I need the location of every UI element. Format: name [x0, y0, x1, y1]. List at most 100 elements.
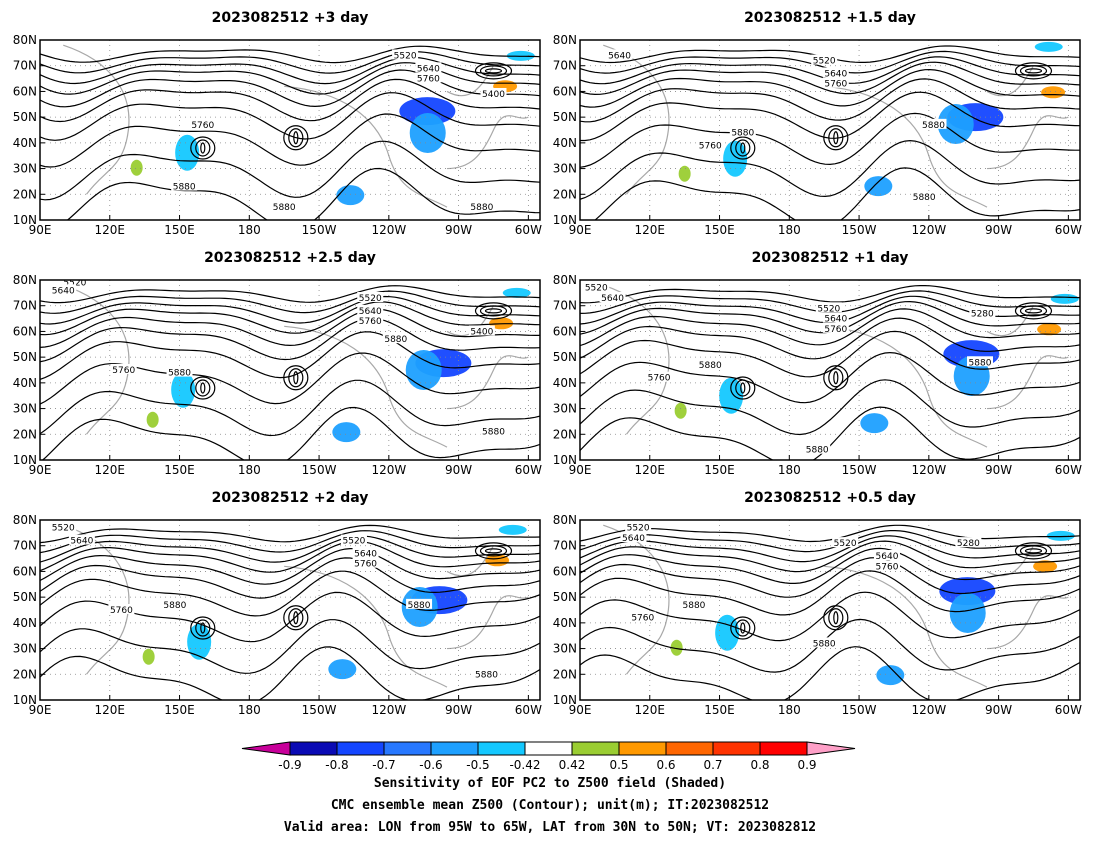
z500-closed-contour: [1014, 302, 1053, 320]
colorbar-segment: [618, 741, 667, 756]
z500-contour: [40, 113, 540, 168]
z500-closed-contour: [833, 611, 839, 625]
sensitivity-shade: [715, 614, 740, 651]
contour-label: 5640: [824, 315, 847, 325]
z500-closed-contour: [833, 131, 839, 145]
lon-label: 60W: [1055, 463, 1082, 477]
colorbar: -0.9 -0.8 -0.7 -0.6 -0.5 -0.42 0.42 0.5 0.6 0.7 0.…: [241, 741, 856, 772]
map-frame: [579, 39, 1081, 221]
lon-label: 120E: [635, 703, 666, 717]
contour-label: 5520: [63, 279, 86, 289]
lat-label: 40N: [13, 616, 37, 630]
contour-label: 5880: [699, 361, 722, 371]
lat-label: 10N: [553, 453, 577, 467]
z500-contour: [580, 78, 1080, 123]
contour-label-bg: [920, 118, 947, 129]
z500-contour: [580, 535, 1080, 563]
z500-closed-contour: [200, 622, 206, 634]
z500-contour: [40, 331, 540, 380]
z500-closed-contour: [195, 379, 211, 397]
contour-label-bg: [480, 425, 507, 436]
contour-label-bg: [969, 307, 996, 318]
z500-contour: [40, 56, 540, 85]
contour-label: 5880: [922, 121, 945, 131]
contour-label: 5640: [876, 552, 899, 562]
lon-label: 90E: [29, 463, 52, 477]
sensitivity-shade: [1034, 41, 1063, 52]
lon-label: 150W: [302, 703, 337, 717]
lat-label: 70N: [13, 59, 37, 73]
z500-contour: [594, 167, 1080, 220]
z500-contour: [580, 317, 1080, 360]
lat-label: 30N: [13, 402, 37, 416]
z500-closed-contour: [1014, 62, 1053, 80]
contour-label: 5760: [824, 80, 847, 90]
z500-closed-contour: [730, 136, 756, 160]
lat-label: 30N: [13, 162, 37, 176]
contour-label-bg: [271, 201, 298, 212]
sensitivity-shade: [864, 176, 893, 197]
lon-label: 90W: [985, 703, 1012, 717]
z500-contour: [40, 379, 540, 437]
z500-closed-contour: [828, 128, 844, 148]
z500-closed-contour: [195, 139, 211, 157]
contour-label-bg: [68, 534, 95, 545]
contour-label-bg: [110, 364, 137, 374]
contour-label: 5760: [359, 317, 382, 327]
colorbar-segment: [477, 741, 526, 756]
z500-contour: [40, 570, 540, 617]
contour-label-bg: [832, 537, 859, 548]
lon-label: 180: [778, 223, 801, 237]
z500-closed-contour: [484, 308, 503, 314]
lon-label: 90W: [985, 463, 1012, 477]
z500-contour: [580, 530, 1080, 553]
z500-closed-contour: [1019, 305, 1048, 317]
contour-label-bg: [873, 550, 900, 560]
colorbar-segment: [524, 741, 573, 756]
z500-contour: [580, 591, 1080, 642]
lat-label: 10N: [13, 693, 37, 707]
contour-label: 5760: [110, 606, 133, 616]
contour-label: 5760: [648, 374, 671, 384]
lat-label: 70N: [553, 299, 577, 313]
contour-label: 5520: [817, 304, 840, 314]
contour-label-bg: [468, 201, 495, 212]
sensitivity-shade: [1046, 530, 1075, 541]
lat-label: 50N: [13, 110, 37, 124]
z500-closed-contour: [730, 616, 756, 640]
z500-closed-contour: [195, 619, 211, 637]
contour-label: 5760: [876, 562, 899, 572]
colorbar-tick-label: -0.7: [372, 758, 395, 772]
colorbar-tick-label: -0.42: [509, 758, 540, 772]
contour-label-bg: [392, 49, 419, 60]
contour-label-bg: [680, 598, 707, 609]
z500-contour: [40, 62, 540, 95]
z500-closed-contour: [293, 611, 299, 625]
contour-label-bg: [189, 118, 216, 129]
z500-contour: [40, 51, 540, 74]
z500-closed-contour: [479, 65, 508, 77]
lon-label: 150W: [302, 463, 337, 477]
z500-contour: [40, 285, 540, 304]
panel-title: 2023082512 +2 day: [212, 490, 369, 506]
lat-label: 60N: [553, 324, 577, 338]
panel-title: 2023082512 +1 day: [752, 250, 909, 266]
lat-label: 60N: [553, 564, 577, 578]
lat-label: 70N: [13, 299, 37, 313]
contour-label-bg: [620, 532, 647, 542]
lat-label: 80N: [13, 33, 37, 47]
sensitivity-shade: [876, 665, 905, 686]
lat-label: 20N: [553, 667, 577, 681]
lon-label: 60W: [515, 703, 542, 717]
lon-label: 150E: [704, 463, 735, 477]
z500-contour: [40, 619, 540, 674]
sensitivity-shade: [498, 524, 527, 535]
contour-label: 5880: [475, 670, 498, 680]
contour-label: 5520: [585, 284, 608, 294]
contour-label-bg: [873, 560, 900, 571]
contour-label: 5520: [394, 51, 417, 61]
z500-closed-contour: [484, 548, 503, 554]
contour-label-bg: [357, 292, 384, 302]
contour-label-bg: [50, 521, 77, 532]
